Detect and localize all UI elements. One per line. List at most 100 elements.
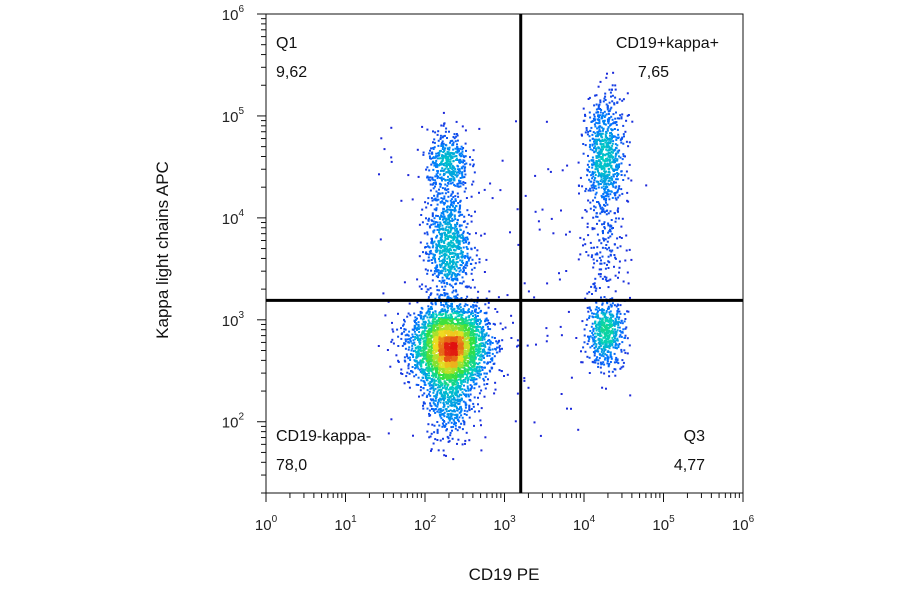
event-point — [426, 341, 429, 344]
event-point — [449, 416, 452, 419]
event-point — [607, 286, 610, 289]
event-point — [466, 209, 469, 212]
event-point — [464, 380, 467, 383]
event-point — [429, 157, 431, 160]
event-point — [450, 177, 453, 180]
event-point — [463, 421, 466, 424]
event-point — [387, 432, 390, 435]
event-point — [608, 179, 611, 182]
event-point — [444, 253, 447, 255]
event-point — [455, 265, 458, 268]
event-point — [413, 319, 416, 322]
event-point — [611, 331, 614, 334]
event-point — [447, 191, 450, 194]
event-point — [472, 364, 475, 367]
event-point — [426, 374, 429, 377]
event-point — [436, 365, 438, 368]
event-point — [449, 386, 452, 389]
event-point — [451, 256, 453, 258]
event-point — [480, 234, 483, 237]
event-point — [612, 122, 615, 125]
event-point — [434, 302, 437, 305]
event-point — [460, 310, 463, 313]
event-point — [421, 208, 424, 211]
event-point — [456, 391, 459, 394]
event-point — [449, 269, 452, 272]
event-point — [417, 337, 420, 340]
event-point — [602, 355, 605, 358]
event-point — [458, 241, 461, 244]
event-point — [428, 409, 431, 412]
event-point — [486, 362, 489, 365]
event-point — [458, 208, 461, 211]
event-point — [605, 177, 608, 180]
event-point — [467, 366, 470, 368]
event-point — [419, 310, 422, 313]
event-point — [615, 159, 618, 162]
event-point — [424, 325, 427, 328]
event-point — [448, 283, 451, 286]
event-point — [593, 227, 596, 230]
event-point — [458, 168, 461, 171]
event-point — [616, 312, 619, 315]
event-point — [603, 314, 606, 316]
event-point — [441, 269, 444, 272]
event-point — [608, 101, 611, 104]
event-point — [407, 348, 410, 351]
event-point — [594, 163, 597, 166]
event-point — [470, 352, 473, 355]
event-point — [612, 169, 615, 172]
event-point — [593, 185, 596, 188]
event-point — [620, 141, 623, 144]
event-point — [609, 142, 612, 145]
event-point — [458, 234, 461, 237]
event-point — [608, 117, 611, 120]
event-point — [620, 174, 623, 176]
event-point — [430, 339, 433, 342]
event-point — [427, 363, 430, 366]
event-point — [425, 251, 428, 254]
event-point — [579, 253, 582, 256]
event-point — [620, 170, 623, 173]
event-point — [603, 341, 606, 344]
event-point — [431, 212, 434, 215]
event-point — [459, 269, 462, 272]
event-point — [419, 359, 422, 362]
event-point — [428, 312, 431, 315]
event-point — [469, 321, 472, 324]
event-point — [605, 139, 608, 142]
event-point — [430, 322, 433, 325]
event-point — [443, 258, 446, 261]
event-point — [422, 361, 425, 363]
event-point — [489, 328, 492, 331]
event-point — [449, 163, 451, 166]
event-point — [609, 225, 612, 228]
event-point — [471, 377, 474, 380]
event-point — [449, 140, 452, 143]
event-point — [617, 165, 620, 168]
event-point — [449, 153, 452, 156]
event-point — [622, 365, 625, 368]
event-point — [473, 266, 476, 269]
event-point — [436, 430, 439, 433]
event-point — [415, 365, 418, 368]
event-point — [452, 376, 455, 379]
event-point — [452, 260, 455, 263]
event-point — [454, 218, 457, 220]
event-point — [410, 370, 413, 373]
event-point — [602, 143, 605, 145]
event-point — [449, 164, 452, 167]
event-point — [523, 377, 526, 380]
event-point — [597, 107, 600, 110]
event-point — [600, 186, 603, 189]
event-point — [598, 341, 601, 344]
event-point — [454, 312, 457, 314]
event-point — [461, 282, 464, 285]
event-point — [489, 361, 492, 364]
event-point — [431, 176, 434, 179]
event-point — [458, 304, 461, 307]
event-point — [482, 325, 485, 328]
event-point — [604, 174, 607, 177]
event-point — [602, 144, 605, 147]
event-point — [435, 316, 438, 319]
